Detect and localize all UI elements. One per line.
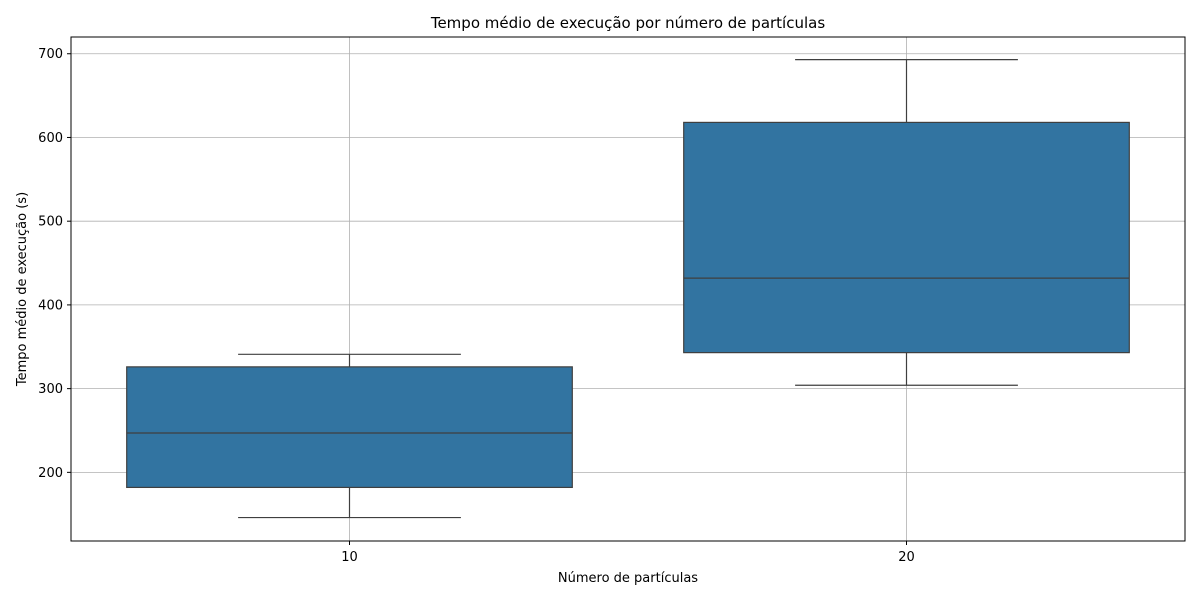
iqr-box (126, 366, 573, 489)
y-tick-label: 200 (38, 466, 63, 481)
y-axis-label: Tempo médio de execução (s) (15, 192, 30, 387)
y-tick-label: 500 (38, 215, 63, 230)
y-tick-label: 600 (38, 131, 63, 146)
box-group-10 (126, 353, 573, 519)
iqr-box (683, 121, 1130, 354)
y-tick-label: 400 (38, 298, 63, 313)
y-axis-ticks: 200 300 400 500 600 700 (38, 47, 71, 481)
y-tick-label: 300 (38, 382, 63, 397)
x-tick-label: 10 (341, 550, 358, 565)
chart-title: Tempo médio de execução por número de pa… (430, 14, 825, 32)
y-tick-label: 700 (38, 47, 63, 62)
x-axis-label: Número de partículas (558, 571, 698, 586)
x-axis-ticks: 10 20 (341, 541, 915, 565)
boxes (126, 59, 1130, 519)
plot-frame (70, 36, 1186, 542)
box-group-20 (683, 59, 1130, 386)
x-tick-label: 20 (898, 550, 915, 565)
